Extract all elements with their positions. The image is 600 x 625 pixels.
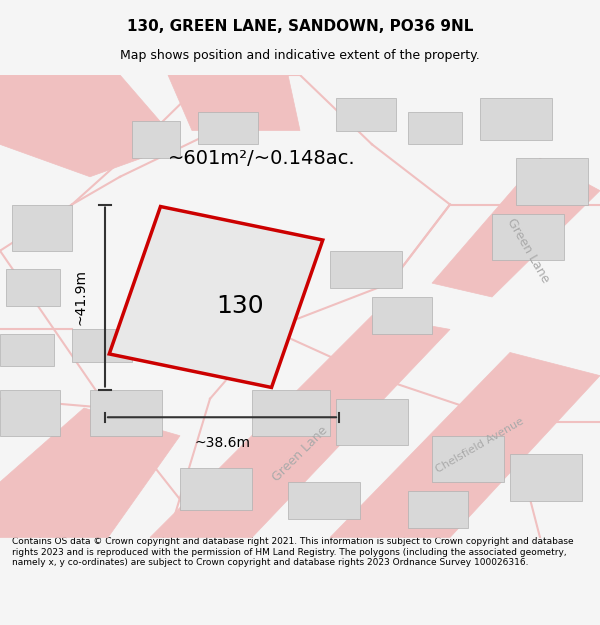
Polygon shape <box>168 75 300 131</box>
Polygon shape <box>252 389 330 436</box>
Polygon shape <box>336 98 396 131</box>
Text: ~38.6m: ~38.6m <box>194 436 250 450</box>
Polygon shape <box>516 158 588 204</box>
Polygon shape <box>372 297 432 334</box>
Polygon shape <box>0 389 60 436</box>
Polygon shape <box>6 269 60 306</box>
Polygon shape <box>150 316 450 538</box>
Polygon shape <box>90 389 162 436</box>
Polygon shape <box>12 204 72 251</box>
Polygon shape <box>480 98 552 140</box>
Polygon shape <box>0 408 180 538</box>
Polygon shape <box>408 491 468 528</box>
Text: Green Lane: Green Lane <box>270 424 330 484</box>
Polygon shape <box>336 399 408 445</box>
Polygon shape <box>408 112 462 144</box>
Text: Chelsfield Avenue: Chelsfield Avenue <box>434 416 526 474</box>
Polygon shape <box>288 482 360 519</box>
Polygon shape <box>492 214 564 260</box>
Polygon shape <box>72 329 132 362</box>
Text: ~41.9m: ~41.9m <box>73 269 87 325</box>
Polygon shape <box>198 112 258 144</box>
Polygon shape <box>132 121 180 158</box>
Polygon shape <box>330 352 600 538</box>
Text: 130, GREEN LANE, SANDOWN, PO36 9NL: 130, GREEN LANE, SANDOWN, PO36 9NL <box>127 19 473 34</box>
Polygon shape <box>180 468 252 510</box>
Text: Green Lane: Green Lane <box>504 216 552 286</box>
Polygon shape <box>330 251 402 288</box>
Polygon shape <box>432 436 504 482</box>
Polygon shape <box>109 206 323 388</box>
Text: Map shows position and indicative extent of the property.: Map shows position and indicative extent… <box>120 49 480 62</box>
Polygon shape <box>432 158 600 297</box>
Text: Contains OS data © Crown copyright and database right 2021. This information is : Contains OS data © Crown copyright and d… <box>12 538 574 568</box>
Text: 130: 130 <box>216 294 264 318</box>
Polygon shape <box>510 454 582 501</box>
Polygon shape <box>0 75 180 177</box>
Text: ~601m²/~0.148ac.: ~601m²/~0.148ac. <box>168 149 356 168</box>
Polygon shape <box>0 334 54 366</box>
